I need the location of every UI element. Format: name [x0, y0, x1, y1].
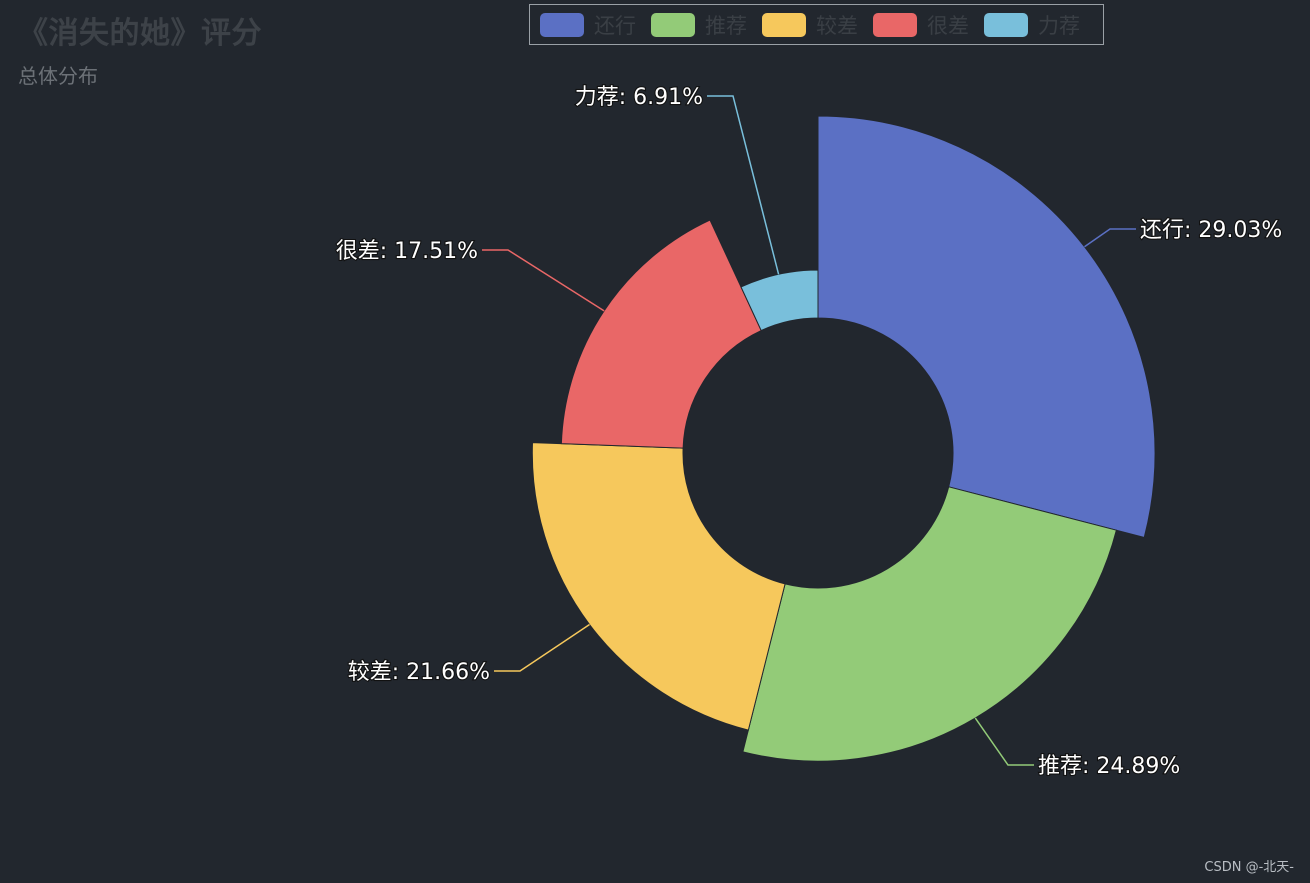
legend-swatch	[984, 12, 1028, 37]
legend-swatch	[651, 12, 695, 37]
legend-swatch	[873, 12, 917, 37]
watermark: CSDN @-北天-	[1204, 860, 1294, 875]
label-leader-line	[707, 95, 780, 275]
legend-label: 力荐	[1038, 13, 1080, 38]
chart-title: 《消失的她》评分	[18, 16, 262, 51]
legend-item[interactable]: 较差	[762, 10, 858, 40]
slice-data-label: 很差: 17.51%	[336, 239, 478, 264]
slice-data-label: 推荐: 24.89%	[1038, 754, 1180, 779]
label-leader-line	[974, 717, 1034, 766]
legend-swatch	[540, 12, 584, 37]
chart-subtitle: 总体分布	[18, 64, 98, 88]
legend-swatch	[762, 12, 806, 37]
pie-slice[interactable]	[560, 219, 762, 449]
slice-data-label: 力荐: 6.91%	[575, 85, 703, 110]
pie-slice[interactable]	[531, 442, 786, 731]
legend-item[interactable]: 推荐	[651, 10, 747, 40]
legend-item[interactable]: 还行	[540, 10, 636, 40]
slice-data-label: 还行: 29.03%	[1140, 218, 1282, 243]
legend-label: 推荐	[705, 13, 747, 38]
label-leader-line	[482, 249, 605, 312]
label-leader-line	[1084, 228, 1136, 248]
pie-slice[interactable]	[817, 115, 1156, 539]
legend-label: 很差	[927, 13, 969, 38]
slice-data-label: 较差: 21.66%	[348, 660, 490, 685]
legend-item[interactable]: 很差	[873, 10, 969, 40]
legend-item[interactable]: 力荐	[984, 10, 1080, 40]
label-leader-line	[494, 623, 590, 672]
pie-slice[interactable]	[742, 486, 1117, 762]
legend-label: 较差	[816, 13, 858, 38]
legend-label: 还行	[594, 13, 636, 38]
pie-slice[interactable]	[740, 269, 819, 332]
chart-legend: 还行 推荐 较差 很差 力荐	[529, 4, 1104, 45]
